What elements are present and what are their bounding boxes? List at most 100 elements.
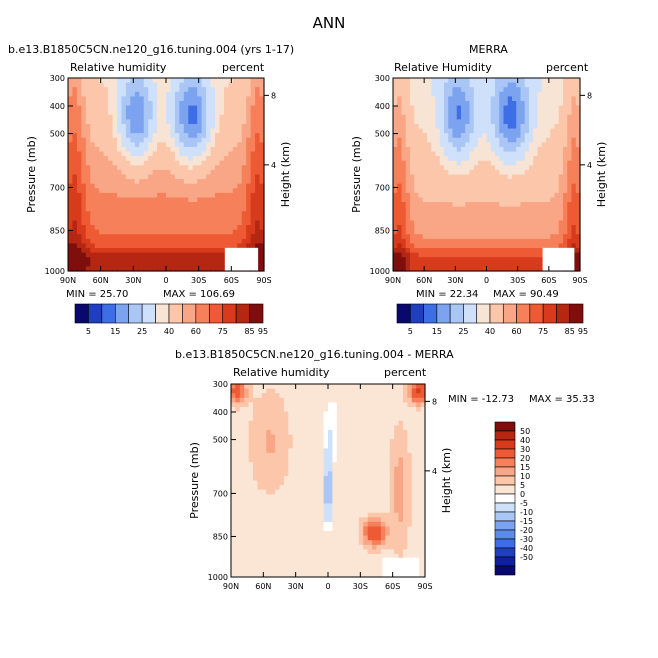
colorbar-label: 50 <box>520 427 530 436</box>
colorbar-swatch <box>463 303 478 324</box>
colorbar-label: -5 <box>520 499 528 508</box>
panel2-y-tick-label: 400 <box>375 102 390 111</box>
panel3-x-tick-label: 60N <box>255 582 271 591</box>
panel2-x-tick-label: 30S <box>510 276 525 285</box>
colorbar-swatch <box>529 303 544 324</box>
panel1-subtitle-left: Relative humidity <box>70 61 167 74</box>
panel1-y-tick-label: 300 <box>50 74 65 83</box>
panel2-colorbar: 5 15 25 40 60 75 85 95 <box>396 303 588 336</box>
panel1-missing-region <box>224 247 259 271</box>
panel3-min-label: MIN = -12.73 <box>448 394 515 405</box>
main-title: ANN <box>312 14 346 32</box>
panel1-min-label: MIN = 25.70 <box>66 289 129 300</box>
colorbar-label: 95 <box>578 327 588 336</box>
panel3-subtitle-left: Relative humidity <box>233 366 330 379</box>
panel2-x-tick-label: 60S <box>541 276 556 285</box>
colorbar-label: 15 <box>110 327 120 336</box>
panel1-x-tick-label: 90N <box>60 276 76 285</box>
colorbar-swatch <box>168 303 183 324</box>
panel1-y-tick-label: 400 <box>50 102 65 111</box>
panel3-y-tick-label: 850 <box>213 532 228 541</box>
colorbar-label: 40 <box>485 327 495 336</box>
colorbar-swatch <box>249 303 264 324</box>
panel1-y-tick-label: 500 <box>50 130 65 139</box>
colorbar-label: -50 <box>520 553 533 562</box>
panel2-missing-region <box>542 247 575 271</box>
colorbar-swatch <box>141 303 156 324</box>
colorbar-swatch <box>128 303 143 324</box>
colorbar-label: 85 <box>565 327 575 336</box>
colorbar-label: 25 <box>458 327 468 336</box>
panel1-colorbar: 5 15 25 40 60 75 85 95 <box>74 303 268 336</box>
colorbar-swatch <box>235 303 250 324</box>
colorbar-label: 75 <box>538 327 548 336</box>
panel3-x-tick-label: 0 <box>325 582 330 591</box>
colorbar-swatch <box>494 529 516 540</box>
colorbar-swatch <box>195 303 210 324</box>
colorbar-swatch <box>494 430 516 441</box>
panel3-max-label: MAX = 35.33 <box>529 394 595 405</box>
panel2-y-tick-label: 300 <box>375 74 390 83</box>
panel3-height-label: Height (km) <box>440 448 453 514</box>
colorbar-swatch <box>494 439 516 450</box>
colorbar-swatch <box>494 457 516 468</box>
panel2-y-tick-label: 500 <box>375 130 390 139</box>
colorbar-label: 40 <box>520 436 530 445</box>
panel1-y-tick-label: 700 <box>50 183 65 192</box>
panel3-y-tick-label: 400 <box>213 408 228 417</box>
colorbar-swatch <box>489 303 504 324</box>
colorbar-label: -10 <box>520 508 533 517</box>
colorbar-swatch <box>494 502 516 513</box>
colorbar-swatch <box>542 303 557 324</box>
colorbar-swatch <box>423 303 438 324</box>
colorbar-label: -20 <box>520 526 533 535</box>
colorbar-swatch <box>222 303 237 324</box>
panel1-x-tick-label: 60S <box>224 276 239 285</box>
panel1-height-tick-label: 4 <box>271 161 276 170</box>
panel1-height-tick-label: 8 <box>271 91 276 100</box>
panel2-height-tick-label: 8 <box>587 91 592 100</box>
panel1-title: b.e13.B1850C5CN.ne120_g16.tuning.004 (yr… <box>8 43 295 56</box>
panel2-x-tick-label: 60N <box>416 276 432 285</box>
colorbar-swatch <box>396 303 411 324</box>
panel3-x-tick-label: 30S <box>353 582 368 591</box>
colorbar-label: 5 <box>408 327 413 336</box>
colorbar-label: -30 <box>520 535 533 544</box>
colorbar-label: 30 <box>520 445 530 454</box>
colorbar-swatch <box>88 303 103 324</box>
panel3-y-tick-label: 500 <box>213 436 228 445</box>
colorbar-label: 5 <box>520 481 525 490</box>
colorbar-label: 75 <box>218 327 228 336</box>
colorbar-label: 15 <box>520 463 530 472</box>
panel3-x-tick-label: 90N <box>223 582 239 591</box>
panel1-x-tick-label: 90S <box>256 276 271 285</box>
panel1-x-tick-label: 30N <box>125 276 141 285</box>
colorbar-swatch <box>502 303 517 324</box>
colorbar-swatch <box>208 303 224 324</box>
colorbar-swatch <box>494 484 516 495</box>
colorbar-swatch <box>494 448 516 459</box>
colorbar-label: -15 <box>520 517 533 526</box>
colorbar-label: 20 <box>520 454 530 463</box>
colorbar-swatch <box>494 520 516 531</box>
colorbar-swatch <box>101 303 116 324</box>
colorbar-swatch <box>494 466 516 477</box>
panel2-subtitle-right: percent <box>546 61 589 74</box>
colorbar-swatch <box>114 303 130 324</box>
panel2-x-tick-label: 90S <box>572 276 587 285</box>
panel1-x-tick-label: 60N <box>93 276 109 285</box>
colorbar-label: 5 <box>86 327 91 336</box>
panel1-y-tick-label: 850 <box>50 226 65 235</box>
panel1-max-label: MAX = 106.69 <box>163 289 236 300</box>
panel3-ylabel: Pressure (mb) <box>188 442 201 519</box>
colorbar-swatch <box>494 538 516 549</box>
colorbar-label: 95 <box>258 327 268 336</box>
colorbar-swatch <box>494 565 516 576</box>
colorbar-swatch <box>436 303 451 324</box>
panel3-y-tick-label: 300 <box>213 380 228 389</box>
panel2-subtitle-left: Relative Humidity <box>394 61 492 74</box>
panel2-height-tick-label: 4 <box>587 161 592 170</box>
colorbar-label: 0 <box>520 490 525 499</box>
